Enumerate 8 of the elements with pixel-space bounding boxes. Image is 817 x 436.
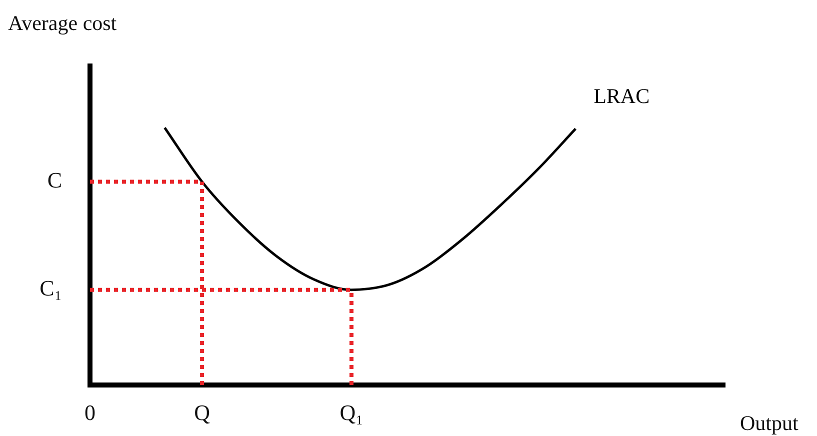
x-tick-label: Q₁	[340, 400, 364, 425]
ref-line-label: C	[47, 168, 62, 193]
x-tick-label: 0	[84, 400, 96, 425]
ref-line-label: C₁	[40, 276, 62, 301]
x-axis-title: Output	[740, 411, 798, 435]
series-label: LRAC	[594, 84, 650, 108]
x-tick-label: Q	[194, 400, 210, 425]
y-axis-title: Average cost	[8, 11, 117, 35]
